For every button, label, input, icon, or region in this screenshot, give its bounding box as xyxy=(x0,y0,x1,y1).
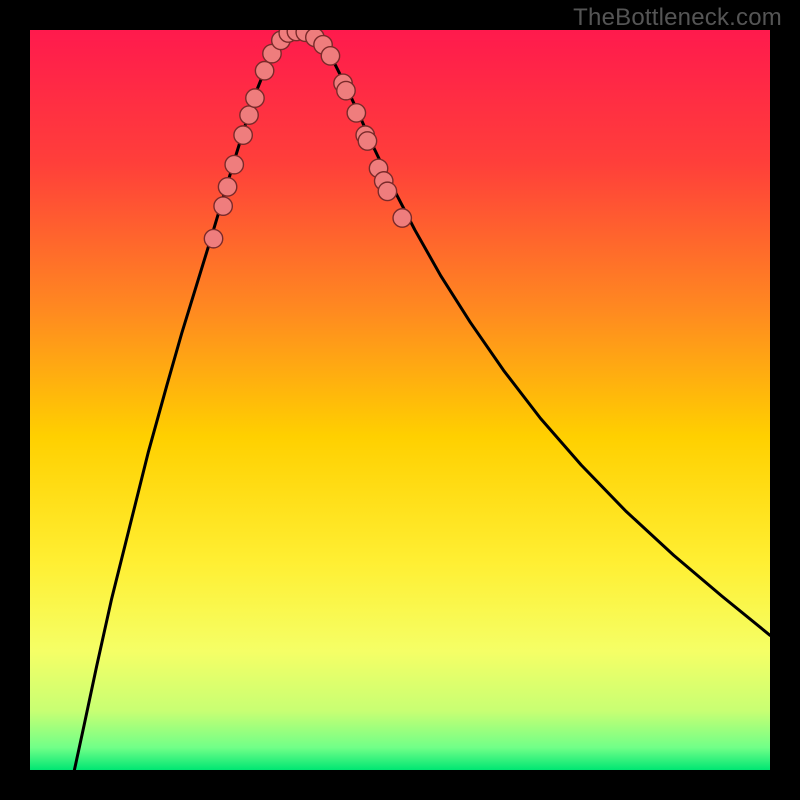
data-marker xyxy=(321,47,339,65)
bottleneck-chart xyxy=(30,30,770,770)
data-marker xyxy=(234,126,252,144)
data-marker xyxy=(204,229,222,247)
data-marker xyxy=(240,106,258,124)
data-marker xyxy=(218,178,236,196)
data-marker xyxy=(347,104,365,122)
data-marker xyxy=(337,81,355,99)
data-marker xyxy=(358,132,376,150)
plot-area xyxy=(30,30,770,770)
outer-frame: TheBottleneck.com xyxy=(0,0,800,800)
watermark-text: TheBottleneck.com xyxy=(573,4,782,32)
data-marker xyxy=(255,62,273,80)
data-marker xyxy=(214,197,232,215)
data-marker xyxy=(225,155,243,173)
data-marker xyxy=(393,209,411,227)
chart-background xyxy=(30,30,770,770)
data-marker xyxy=(246,89,264,107)
data-marker xyxy=(378,182,396,200)
